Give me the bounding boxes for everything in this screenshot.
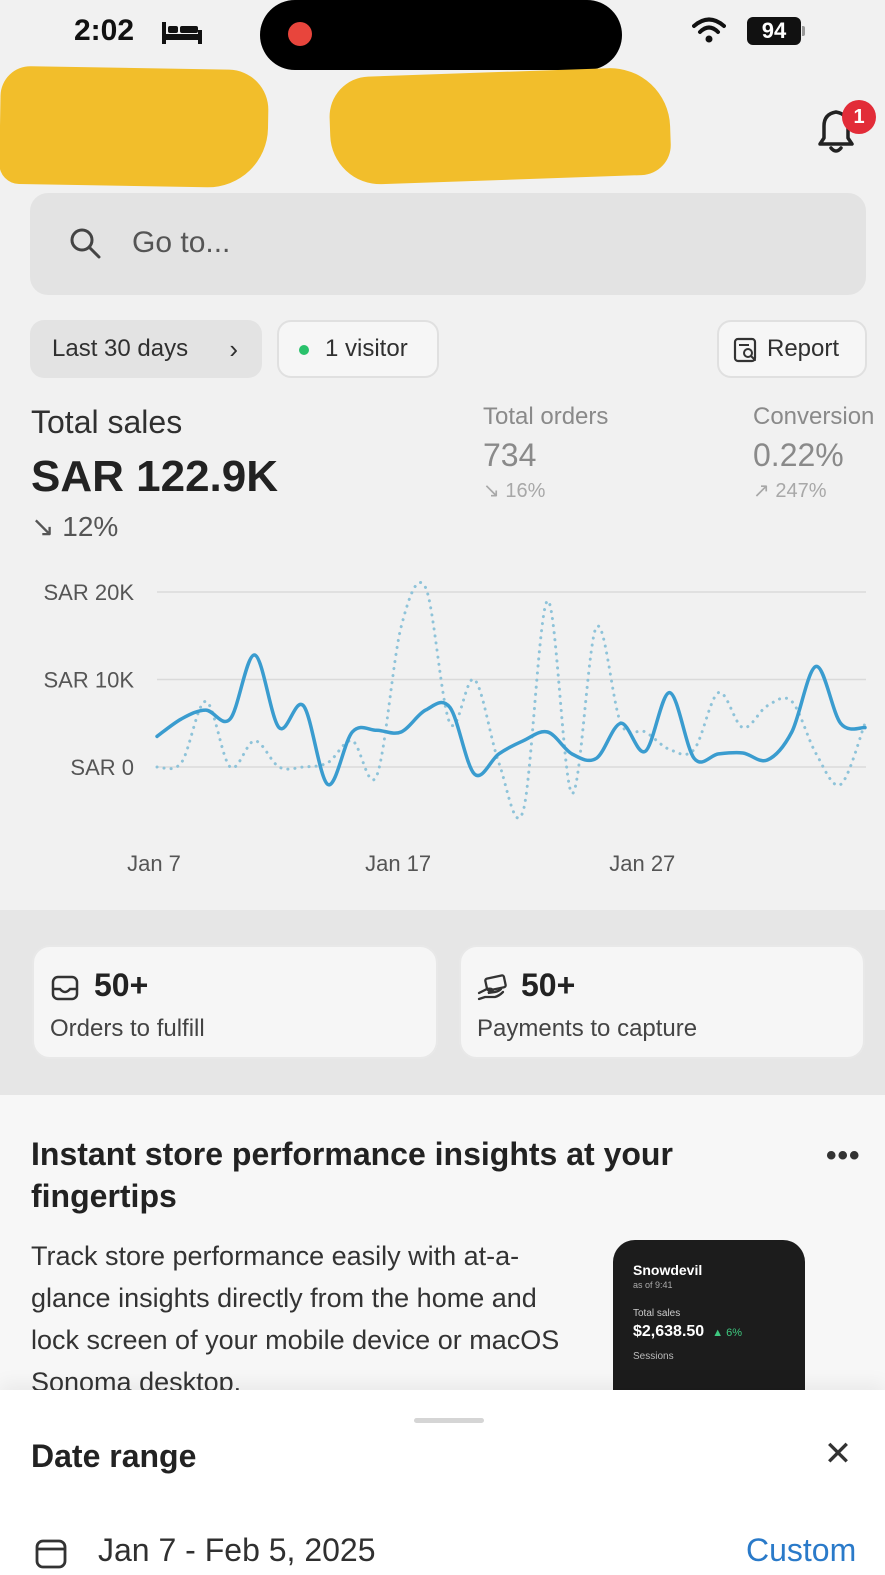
online-dot-icon <box>299 345 309 355</box>
visitor-count: 1 visitor <box>325 335 408 362</box>
x-tick-label: Jan 7 <box>127 851 181 876</box>
report-label: Report <box>767 335 840 362</box>
date-range-value[interactable]: Jan 7 - Feb 5, 2025 <box>98 1532 376 1568</box>
battery-level: 94 <box>747 17 801 45</box>
sheet-drag-handle[interactable] <box>414 1418 484 1423</box>
conversion-change: ↗︎ 247% <box>753 478 826 503</box>
chart-grid <box>157 591 866 768</box>
chart-y-axis: SAR 20K SAR 10K SAR 0 <box>44 580 135 780</box>
chart-series <box>155 581 867 820</box>
y-tick-label: SAR 20K <box>44 580 135 605</box>
dynamic-island <box>260 0 622 70</box>
widget-total-sales: $2,638.50 ▲ 6% <box>633 1323 785 1341</box>
insight-title: Instant store performance insights at yo… <box>31 1136 673 1214</box>
payments-to-capture-label: Payments to capture <box>477 1015 698 1042</box>
widget-preview-image: Snowdevil as of 9:41 Total sales $2,638.… <box>613 1240 805 1400</box>
sales-chart[interactable]: SAR 20K SAR 10K SAR 0 Jan 7 Jan 17 Jan 27 <box>0 560 885 900</box>
report-button[interactable]: Report <box>717 320 867 378</box>
report-icon <box>733 337 757 363</box>
total-sales-label: Total sales <box>31 404 183 440</box>
date-range-button[interactable]: Last 30 days › <box>30 320 262 378</box>
total-orders-change-value: 16% <box>505 480 546 502</box>
arrow-down-right-icon: ↘︎ <box>31 511 55 542</box>
close-icon[interactable]: ✕ <box>823 1435 853 1473</box>
notifications-button[interactable]: 1 <box>806 100 876 160</box>
y-tick-label: SAR 10K <box>44 668 135 693</box>
orders-to-fulfill-count: 50+ <box>94 967 149 1003</box>
widget-change: ▲ 6% <box>712 1327 743 1339</box>
orders-to-fulfill-label: Orders to fulfill <box>50 1015 205 1042</box>
battery-tip <box>802 26 805 36</box>
status-bar: 2:02 94 <box>0 0 885 70</box>
battery-indicator: 94 <box>747 17 805 45</box>
recording-indicator <box>288 22 312 46</box>
more-options-icon[interactable]: ••• <box>826 1139 861 1172</box>
y-tick-label: SAR 0 <box>70 755 134 780</box>
total-sales-change-value: 12% <box>62 511 119 542</box>
comparison-series-line <box>155 581 867 820</box>
custom-range-link[interactable]: Custom <box>746 1532 857 1568</box>
hand-card-icon <box>477 974 507 1001</box>
chart-x-axis: Jan 7 Jan 17 Jan 27 <box>127 851 675 876</box>
arrow-up-right-icon: ↗︎ <box>753 480 770 502</box>
inbox-icon <box>51 975 79 1001</box>
x-tick-label: Jan 27 <box>609 851 675 876</box>
total-orders-label: Total orders <box>483 403 609 430</box>
conversion-value: 0.22% <box>753 437 844 473</box>
redaction-mark <box>0 65 270 189</box>
widget-sessions-label: Sessions <box>633 1351 674 1362</box>
search-icon <box>70 228 101 259</box>
chevron-right-icon: › <box>229 334 238 364</box>
insight-card[interactable]: Instant store performance insights at yo… <box>0 1095 885 1400</box>
sleep-focus-icon <box>162 22 202 44</box>
search-placeholder: Go to... <box>132 226 231 259</box>
widget-store-name: Snowdevil <box>633 1262 703 1278</box>
sheet-title: Date range <box>31 1438 197 1474</box>
arrow-down-right-icon: ↘︎ <box>483 480 500 502</box>
calendar-icon <box>35 1539 67 1569</box>
date-range-label: Last 30 days <box>52 335 189 362</box>
widget-change-value: 6% <box>726 1327 743 1339</box>
total-orders-value: 734 <box>483 437 537 473</box>
widget-as-of: as of 9:41 <box>633 1280 673 1290</box>
date-range-sheet: Date range ✕ Jan 7 - Feb 5, 2025 Custom <box>0 1390 885 1575</box>
conversion-change-value: 247% <box>775 480 827 502</box>
total-sales-change: ↘︎ 12% <box>31 510 118 543</box>
redaction-mark <box>328 66 672 186</box>
conversion-label: Conversion <box>753 403 875 430</box>
x-tick-label: Jan 17 <box>365 851 431 876</box>
total-orders-change: ↘︎ 16% <box>483 478 545 503</box>
widget-total-sales-label: Total sales <box>633 1308 681 1319</box>
insight-body: Track store performance easily with at-a… <box>31 1241 560 1397</box>
search-bar[interactable]: Go to... <box>30 193 866 295</box>
wifi-icon <box>692 17 726 43</box>
status-time: 2:02 <box>74 14 135 47</box>
notification-badge: 1 <box>842 100 876 134</box>
orders-to-fulfill-card[interactable]: 50+ Orders to fulfill <box>32 945 438 1059</box>
live-visitors-button[interactable]: 1 visitor <box>277 320 439 378</box>
payments-to-capture-count: 50+ <box>521 967 576 1003</box>
payments-to-capture-card[interactable]: 50+ Payments to capture <box>459 945 865 1059</box>
total-sales-value: SAR 122.9K <box>31 452 279 501</box>
current-series-line <box>155 653 867 787</box>
widget-total-sales-value: $2,638.50 <box>633 1323 705 1340</box>
